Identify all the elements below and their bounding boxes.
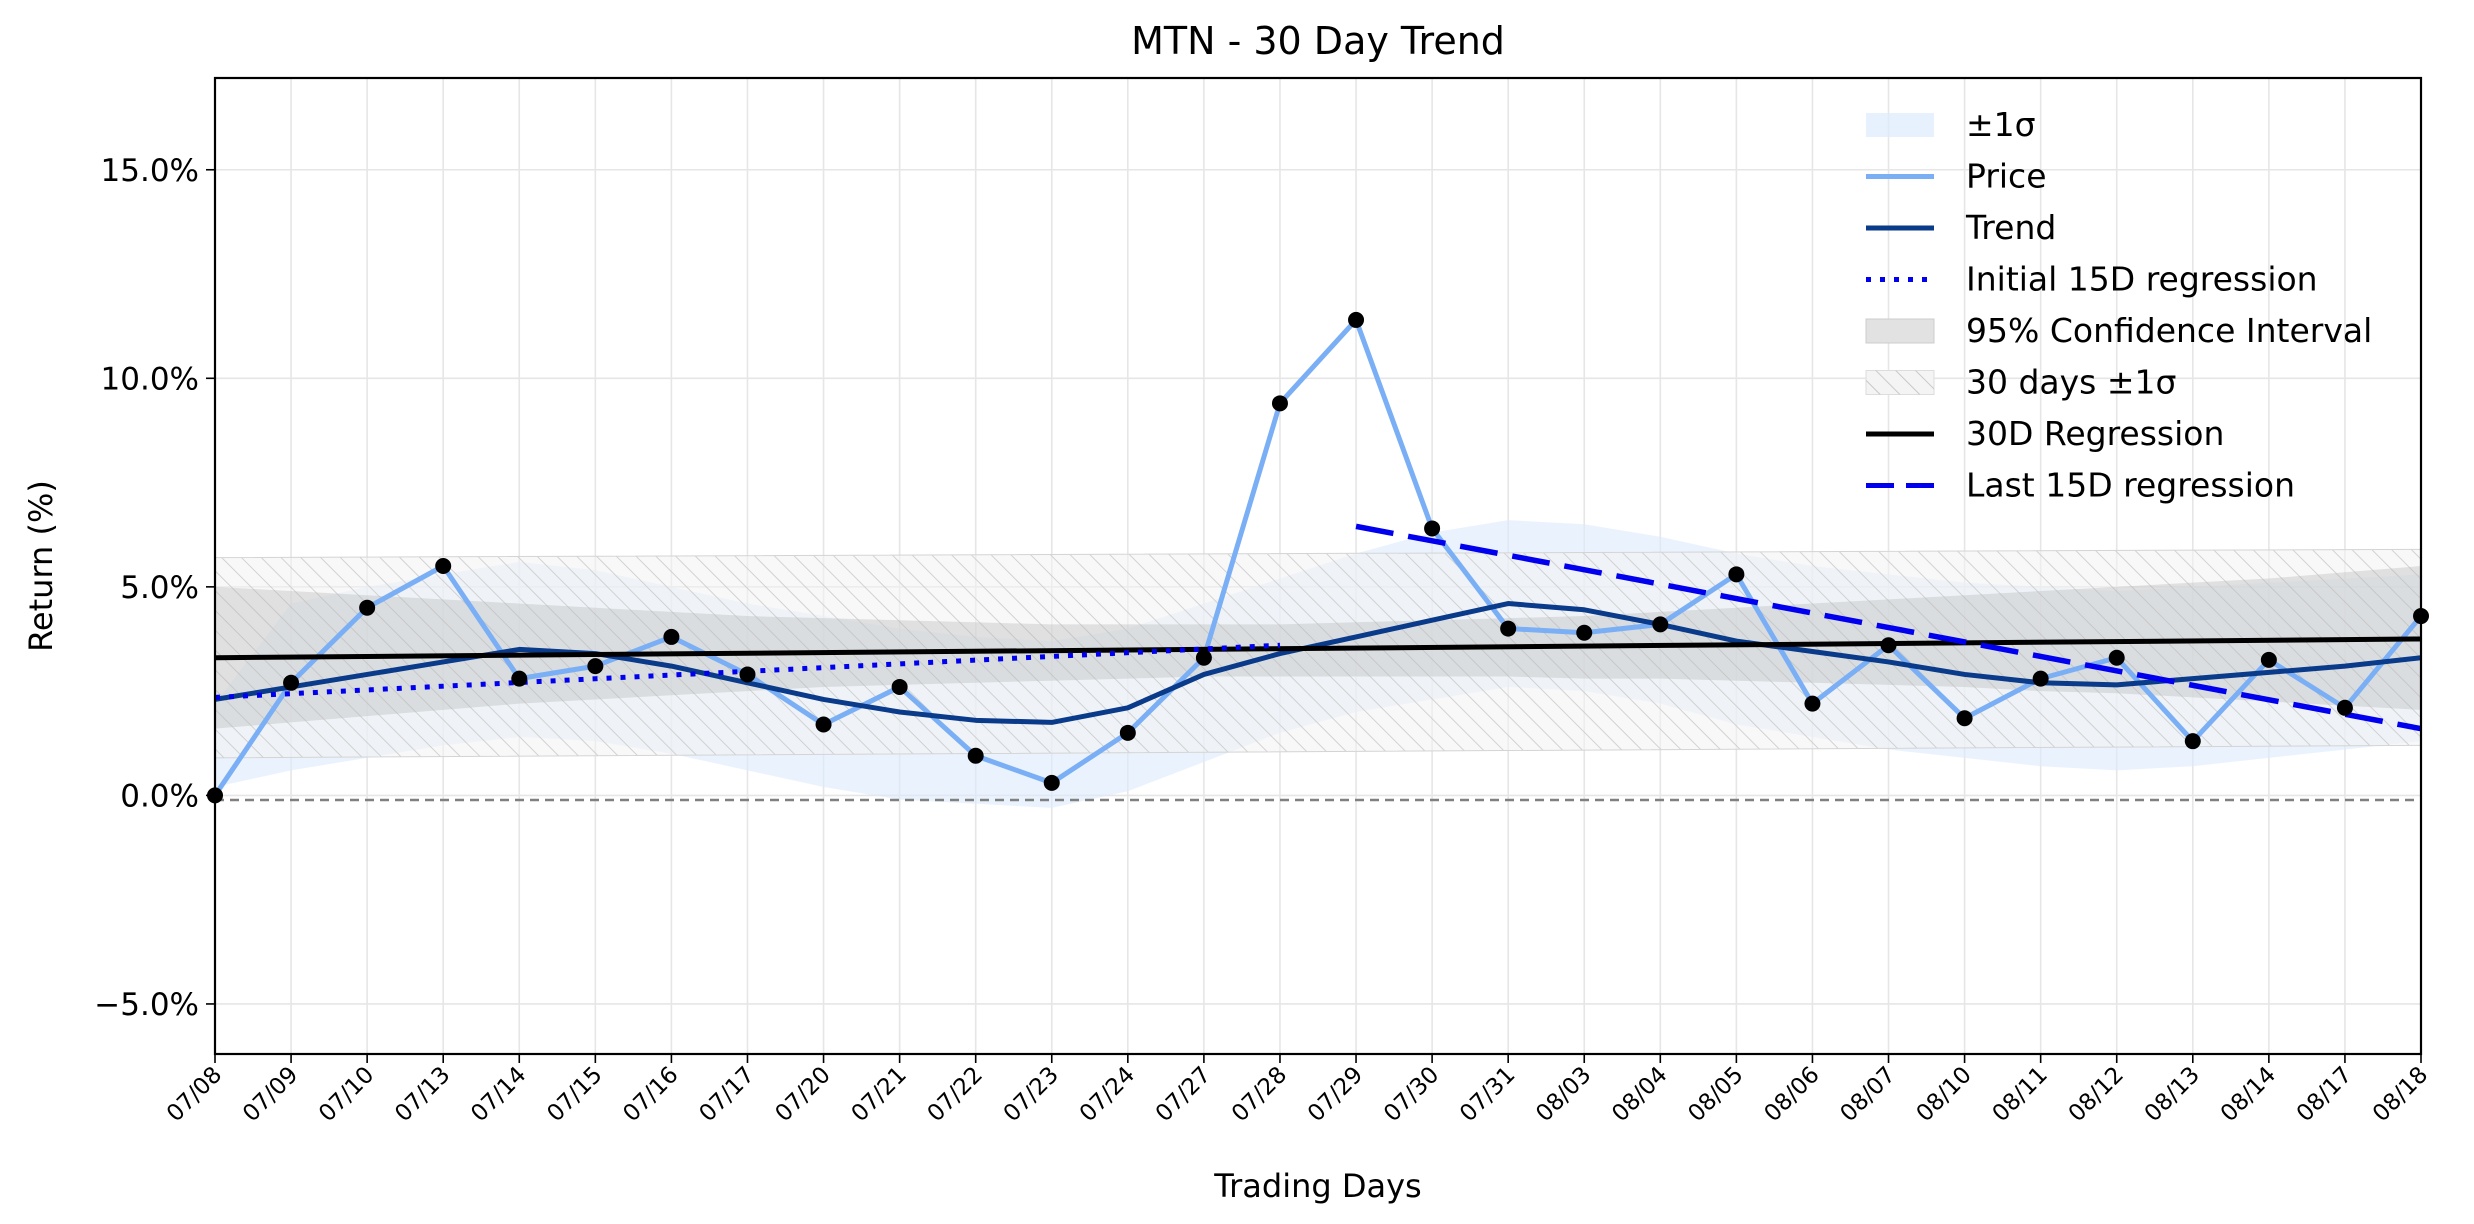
y-tick-label: 5.0% (120, 570, 199, 606)
legend-label: ±1σ (1966, 105, 2036, 144)
y-axis-label: Return (%) (22, 480, 60, 652)
legend-label: Price (1966, 157, 2047, 196)
price-point (435, 558, 452, 574)
price-point (1271, 395, 1288, 412)
price-point (587, 658, 604, 675)
price-point (1728, 566, 1745, 583)
y-tick-label: −5.0% (94, 987, 199, 1023)
price-point (739, 666, 756, 683)
price-point (359, 599, 376, 616)
thirty-day-sigma-hatch (215, 548, 2421, 759)
chart-title: MTN - 30 Day Trend (1131, 19, 1505, 63)
price-point (1195, 649, 1212, 666)
price-line (215, 317, 2421, 797)
plot-frame (213, 76, 2423, 1056)
price-point (283, 674, 300, 691)
price-point (663, 628, 680, 645)
price-point (891, 678, 908, 695)
legend-item: Last 15D regression (1866, 466, 2295, 505)
legend-item: ±1σ (1866, 105, 2036, 144)
legend-item: 95% Confidence Interval (1865, 311, 2372, 350)
legend-swatch-hatch (1866, 370, 1934, 395)
price-point (2184, 733, 2201, 750)
y-tick-label: 0.0% (120, 778, 199, 814)
legend-label: 30 days ±1σ (1966, 363, 2176, 402)
last-15d-regression-line (1355, 523, 2421, 732)
legend-label: Trend (1965, 208, 2056, 247)
legend-item: Price (1866, 157, 2047, 196)
price-point (1424, 520, 1441, 537)
legend-item: 30D Regression (1866, 414, 2224, 453)
price-point (1348, 311, 1365, 328)
legend: ±1σ Price Trend Initial 15D regression 95% C… (1865, 105, 2372, 505)
price-point (1880, 637, 1897, 654)
legend-label: Last 15D regression (1966, 466, 2295, 505)
price-point (1652, 616, 1669, 633)
legend-swatch (1866, 113, 1934, 137)
legend-item: 30 days ±1σ (1865, 363, 2176, 402)
legend-swatch (1865, 318, 1935, 344)
price-point (967, 747, 984, 764)
price-point (1804, 695, 1821, 712)
y-axis: −5.0% 0.0% 5.0% 10.0% 15.0% (94, 153, 215, 1023)
price-point (1119, 724, 1136, 741)
legend-item: Trend (1866, 208, 2056, 247)
price-point (2108, 649, 2125, 666)
price-point (1043, 774, 1060, 791)
legend-label: 95% Confidence Interval (1966, 311, 2372, 350)
y-tick-label: 10.0% (101, 361, 199, 397)
regression-30d-line (215, 636, 2421, 661)
legend-item: Initial 15D regression (1866, 260, 2318, 299)
price-points (207, 311, 2429, 804)
legend-label: Initial 15D regression (1966, 260, 2318, 299)
price-point (2260, 651, 2277, 668)
price-point (1956, 710, 1973, 727)
price-point (2032, 670, 2049, 687)
price-point (1500, 620, 1517, 637)
price-point (511, 670, 528, 687)
price-point (1576, 624, 1593, 641)
y-tick-label: 15.0% (101, 153, 199, 189)
legend-label: 30D Regression (1966, 414, 2224, 453)
price-point (815, 716, 832, 733)
price-point (2336, 699, 2353, 716)
x-axis-label: Trading Days (1213, 1167, 1421, 1205)
bands (215, 520, 2421, 808)
